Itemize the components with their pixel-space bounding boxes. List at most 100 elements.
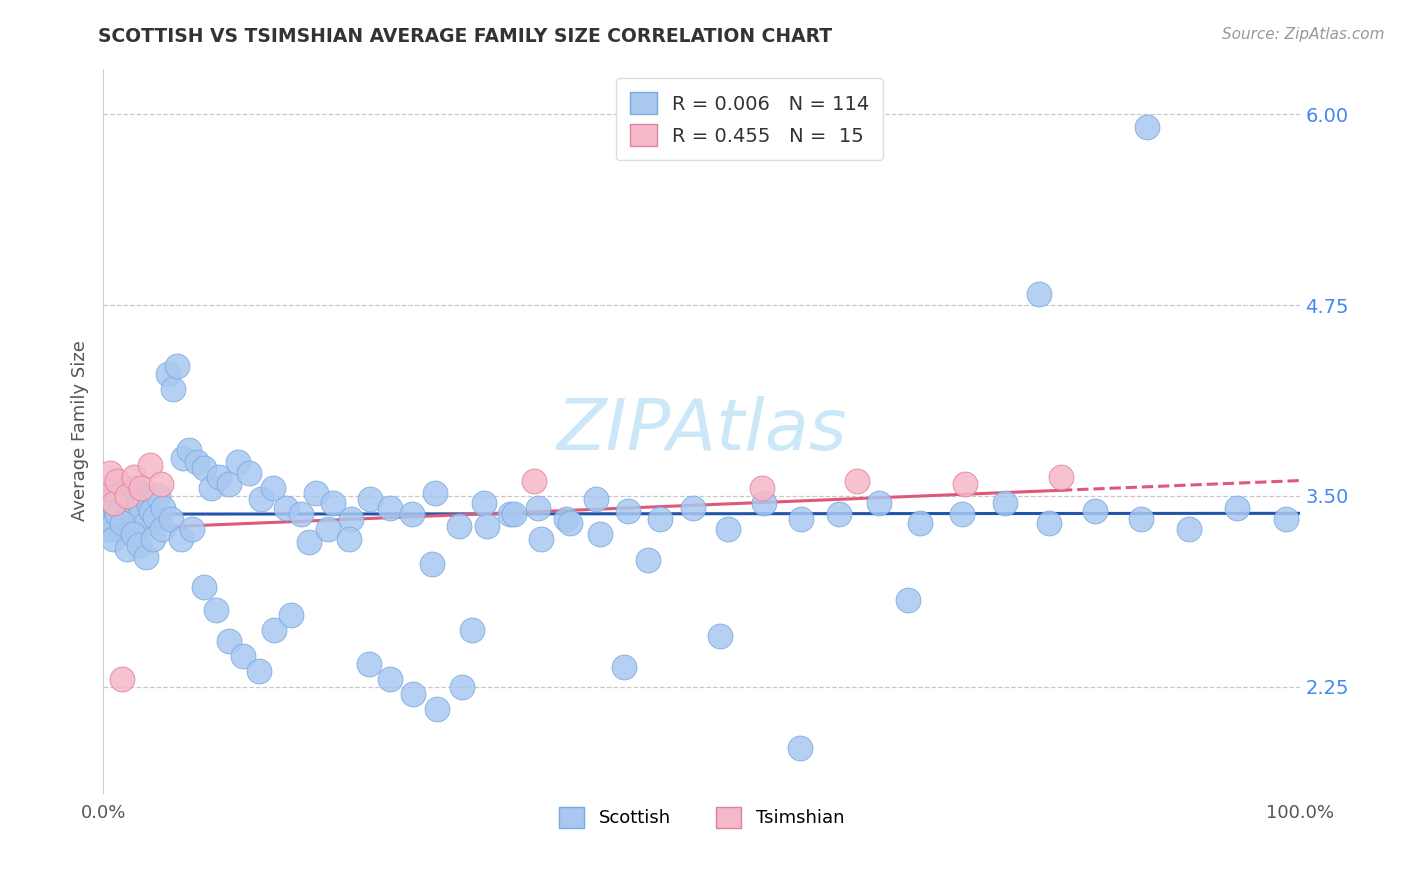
Point <box>682 501 704 516</box>
Point <box>98 522 121 536</box>
Point <box>122 501 145 516</box>
Point <box>1275 511 1298 525</box>
Point <box>717 522 740 536</box>
Point <box>477 519 499 533</box>
Point <box>1226 501 1249 516</box>
Point <box>1038 516 1060 531</box>
Point <box>499 507 522 521</box>
Point <box>752 496 775 510</box>
Point <box>200 481 222 495</box>
Point <box>166 359 188 373</box>
Point <box>589 527 612 541</box>
Point <box>172 450 194 465</box>
Point <box>994 496 1017 510</box>
Point <box>114 507 136 521</box>
Point <box>148 489 170 503</box>
Point <box>101 532 124 546</box>
Text: Source: ZipAtlas.com: Source: ZipAtlas.com <box>1222 27 1385 42</box>
Point <box>107 507 129 521</box>
Point <box>107 507 129 521</box>
Point <box>160 511 183 525</box>
Point <box>111 522 134 536</box>
Point <box>132 489 155 503</box>
Point <box>789 740 811 755</box>
Point <box>115 542 138 557</box>
Text: ZIPAtlas: ZIPAtlas <box>557 396 846 466</box>
Point <box>263 623 285 637</box>
Point <box>122 511 145 525</box>
Point <box>247 665 270 679</box>
Point <box>150 522 173 536</box>
Point <box>152 501 174 516</box>
Point <box>451 680 474 694</box>
Point <box>125 504 148 518</box>
Point <box>846 474 869 488</box>
Point <box>128 538 150 552</box>
Legend: Scottish, Tsimshian: Scottish, Tsimshian <box>553 800 852 835</box>
Point <box>98 466 121 480</box>
Point <box>250 491 273 506</box>
Point <box>950 507 973 521</box>
Point <box>131 481 153 495</box>
Point <box>121 491 143 506</box>
Point <box>380 501 402 516</box>
Point <box>1050 470 1073 484</box>
Point <box>337 532 360 546</box>
Point <box>908 516 931 531</box>
Point <box>143 510 166 524</box>
Point <box>402 687 425 701</box>
Point <box>228 455 250 469</box>
Point <box>280 607 302 622</box>
Point <box>357 657 380 671</box>
Point <box>139 458 162 473</box>
Point <box>426 702 449 716</box>
Point <box>1083 504 1105 518</box>
Point <box>101 516 124 531</box>
Point <box>131 507 153 521</box>
Point <box>897 592 920 607</box>
Point <box>122 527 145 541</box>
Point <box>124 481 146 495</box>
Point <box>585 491 607 506</box>
Point <box>115 489 138 503</box>
Point <box>115 496 138 510</box>
Point <box>112 481 135 495</box>
Point <box>107 474 129 488</box>
Point <box>122 470 145 484</box>
Point <box>1178 522 1201 536</box>
Point <box>401 507 423 521</box>
Point <box>472 496 495 510</box>
Point <box>104 501 127 516</box>
Point <box>1136 120 1159 134</box>
Point <box>422 558 444 572</box>
Point <box>179 442 201 457</box>
Point <box>218 633 240 648</box>
Point <box>135 516 157 531</box>
Point <box>107 491 129 506</box>
Point <box>139 504 162 518</box>
Point <box>111 516 134 531</box>
Point <box>193 461 215 475</box>
Y-axis label: Average Family Size: Average Family Size <box>72 341 89 521</box>
Point <box>118 504 141 518</box>
Point <box>208 470 231 484</box>
Point <box>298 534 321 549</box>
Point <box>232 648 254 663</box>
Point <box>103 489 125 503</box>
Point <box>637 553 659 567</box>
Point <box>447 519 470 533</box>
Point <box>751 481 773 495</box>
Point <box>117 485 139 500</box>
Point <box>340 511 363 525</box>
Point <box>616 504 638 518</box>
Point <box>558 516 581 531</box>
Point <box>186 455 208 469</box>
Point <box>305 485 328 500</box>
Point <box>156 367 179 381</box>
Point <box>648 511 671 525</box>
Point <box>790 511 813 525</box>
Point <box>218 476 240 491</box>
Point <box>523 474 546 488</box>
Point <box>98 511 121 525</box>
Point <box>110 501 132 516</box>
